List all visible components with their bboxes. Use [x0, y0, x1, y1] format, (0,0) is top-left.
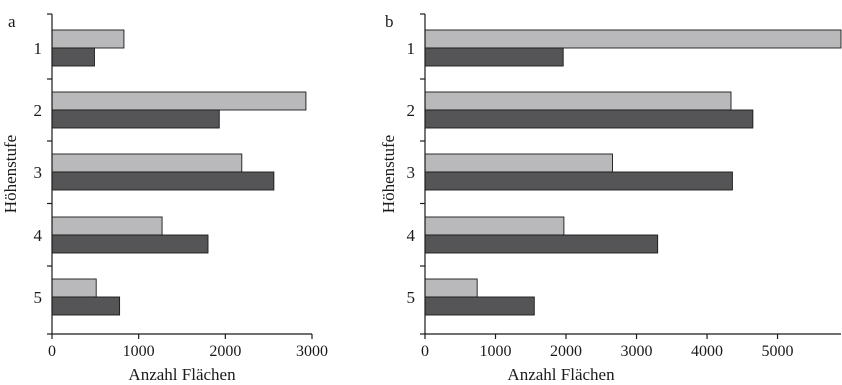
chart-panel-b: b1 2 3 4 5 0 1000 2000 3000 4000 5000 Anzahl Fläche…: [379, 12, 842, 384]
x-tick-label-0: 0: [421, 343, 429, 360]
y-tick-label-3: 3: [34, 163, 43, 182]
bar-series2-cat-5: [424, 296, 535, 316]
x-tick-label-2000: 2000: [209, 343, 241, 360]
bar-series1-cat-5: [424, 278, 478, 298]
x-tick-label-1000: 1000: [123, 343, 155, 360]
y-tick-label-5: 5: [34, 288, 43, 307]
bar-series1-cat-2: [51, 91, 307, 111]
y-axis-title: Höhenstufe: [1, 135, 20, 213]
bar-series1-cat-3: [424, 153, 614, 173]
x-axis-title: Anzahl Flächen: [128, 365, 236, 384]
y-tick-label-2: 2: [407, 101, 416, 120]
bar-series2-cat-1: [424, 47, 564, 67]
bar-series1-cat-3: [51, 153, 243, 173]
y-tick-label-4: 4: [34, 226, 43, 245]
x-axis-title: Anzahl Flächen: [507, 365, 615, 384]
x-tick-label-0: 0: [48, 343, 56, 360]
bar-series2-cat-4: [51, 234, 209, 254]
bar-series2-cat-4: [424, 234, 659, 254]
chart-panel-a: a1 2 3 4 5 0 1000 2000 3000 Anzahl Flächen Höhenst…: [1, 12, 328, 384]
y-tick-label-3: 3: [407, 163, 416, 182]
x-tick-label-5000: 5000: [762, 343, 794, 360]
bar-series1-cat-1: [424, 29, 842, 49]
bar-series2-cat-2: [51, 109, 220, 129]
bar-series2-cat-3: [51, 171, 275, 191]
bar-series1-cat-4: [424, 216, 565, 236]
x-tick-label-3000: 3000: [621, 343, 653, 360]
x-tick-label-3000: 3000: [296, 343, 328, 360]
bar-series2-cat-1: [51, 47, 95, 67]
x-tick-label-2000: 2000: [550, 343, 582, 360]
bar-series1-cat-1: [51, 29, 125, 49]
y-tick-label-1: 1: [34, 39, 43, 58]
x-tick-label-4000: 4000: [691, 343, 723, 360]
bar-series1-cat-4: [51, 216, 163, 236]
y-axis-title: Höhenstufe: [379, 135, 398, 213]
panel-label: a: [8, 12, 16, 31]
bar-series2-cat-2: [424, 109, 754, 129]
x-tick-label-1000: 1000: [480, 343, 512, 360]
y-tick-label-1: 1: [407, 39, 416, 58]
panel-label: b: [385, 12, 394, 31]
bar-series1-cat-5: [51, 278, 97, 298]
y-tick-label-5: 5: [407, 288, 416, 307]
y-tick-label-2: 2: [34, 101, 43, 120]
bar-series2-cat-5: [51, 296, 121, 316]
bar-series1-cat-2: [424, 91, 732, 111]
y-tick-label-4: 4: [407, 226, 416, 245]
bar-series2-cat-3: [424, 171, 733, 191]
